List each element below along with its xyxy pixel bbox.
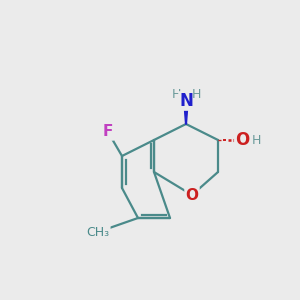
Text: CH₃: CH₃ <box>86 226 110 238</box>
Text: H: H <box>251 134 261 146</box>
Polygon shape <box>184 96 188 124</box>
Text: H: H <box>171 88 181 100</box>
Text: O: O <box>185 188 199 202</box>
Text: O: O <box>235 131 249 149</box>
Text: N: N <box>179 92 193 110</box>
Text: H: H <box>191 88 201 100</box>
Text: F: F <box>103 124 113 140</box>
